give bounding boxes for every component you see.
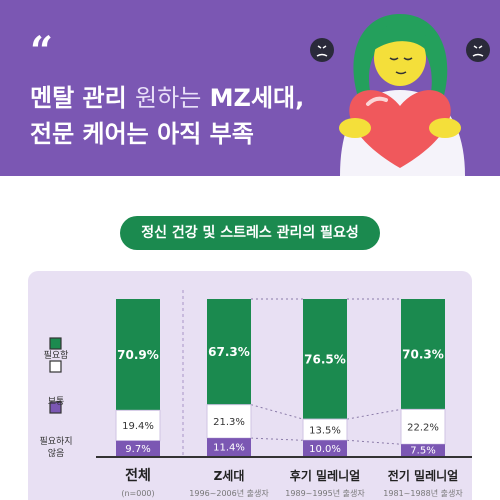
connector-line — [346, 408, 402, 420]
data-label: 70.9% — [117, 348, 159, 362]
connector-line — [250, 437, 304, 441]
headline: 멘탈 관리 원하는 MZ세대, 전문 케어는 아직 부족 — [30, 80, 304, 152]
headline-strong-b: MZ세대, — [209, 84, 305, 112]
data-label: 76.5% — [304, 352, 346, 366]
data-label: 19.4% — [122, 421, 154, 432]
segment-connectors — [250, 298, 402, 445]
bar-segment-not-needed — [116, 440, 160, 456]
bar-segment-neutral — [115, 409, 161, 442]
data-label: 9.7% — [125, 444, 150, 455]
data-label: 22.2% — [407, 422, 439, 433]
header-banner: “ 멘탈 관리 원하는 MZ세대, 전문 케어는 아직 부족 — [0, 0, 500, 176]
legend-label: 않음 — [48, 448, 65, 459]
bar-segment-needed — [303, 299, 347, 420]
legend-swatch — [49, 337, 62, 350]
data-label: 13.5% — [309, 425, 341, 436]
bar-segment-not-needed — [207, 438, 251, 456]
headline-line-1: 멘탈 관리 원하는 MZ세대, — [30, 80, 304, 116]
chart-title: 정신 건강 및 스트레스 관리의 필요성 — [120, 216, 380, 250]
bar-segment-needed — [207, 299, 251, 405]
legend-swatch — [49, 401, 62, 414]
bar-segment-not-needed — [303, 440, 347, 456]
headline-strong-a: 멘탈 관리 — [30, 84, 127, 112]
legend-label: 필요하지 — [39, 435, 72, 447]
data-label: 67.3% — [208, 345, 250, 359]
person-hugging-heart-illustration — [310, 14, 490, 176]
legend-swatch — [49, 360, 62, 373]
x-tick-label: 전기 밀레니얼 — [388, 468, 458, 483]
headline-line-2: 전문 케어는 아직 부족 — [30, 120, 254, 148]
category-axis: 전체 (n=000) Z세대 1996~2006년 출생자 후기 밀레니얼 1989~19… — [96, 456, 472, 498]
bar-segment-needed — [116, 299, 160, 411]
bar-segment-neutral — [400, 408, 446, 445]
data-label: 10.0% — [309, 444, 341, 455]
x-tick-sublabel: 1996~2006년 출생자 — [189, 488, 269, 498]
bar-segment-needed — [401, 299, 445, 410]
data-label: 7.5% — [410, 446, 435, 457]
x-tick-label: Z세대 — [214, 468, 245, 483]
bar-segment-not-needed — [401, 444, 445, 456]
data-label: 11.4% — [213, 443, 245, 454]
x-tick-label: 후기 밀레니얼 — [290, 468, 360, 483]
x-tick-label: 전체 — [125, 467, 151, 484]
x-tick-sublabel: 1989~1995년 출생자 — [285, 488, 365, 498]
legend-label: 필요함 — [44, 349, 69, 361]
connector-line — [250, 404, 304, 420]
legend-label: 보통 — [48, 396, 65, 407]
quote-mark: “ — [30, 28, 54, 75]
chart-bars: 70.9% 19.4% 9.7% 67.3% 21.3% 11.4% 76.5% 13.5% 1… — [115, 299, 446, 457]
x-tick-sublabel: (n=000) — [121, 489, 154, 498]
x-tick-sublabel: 1981~1988년 출생자 — [383, 488, 463, 498]
data-label: 70.3% — [402, 348, 444, 362]
connector-line — [346, 439, 402, 445]
headline-dim: 원하는 — [135, 84, 202, 112]
data-label: 21.3% — [213, 417, 245, 428]
